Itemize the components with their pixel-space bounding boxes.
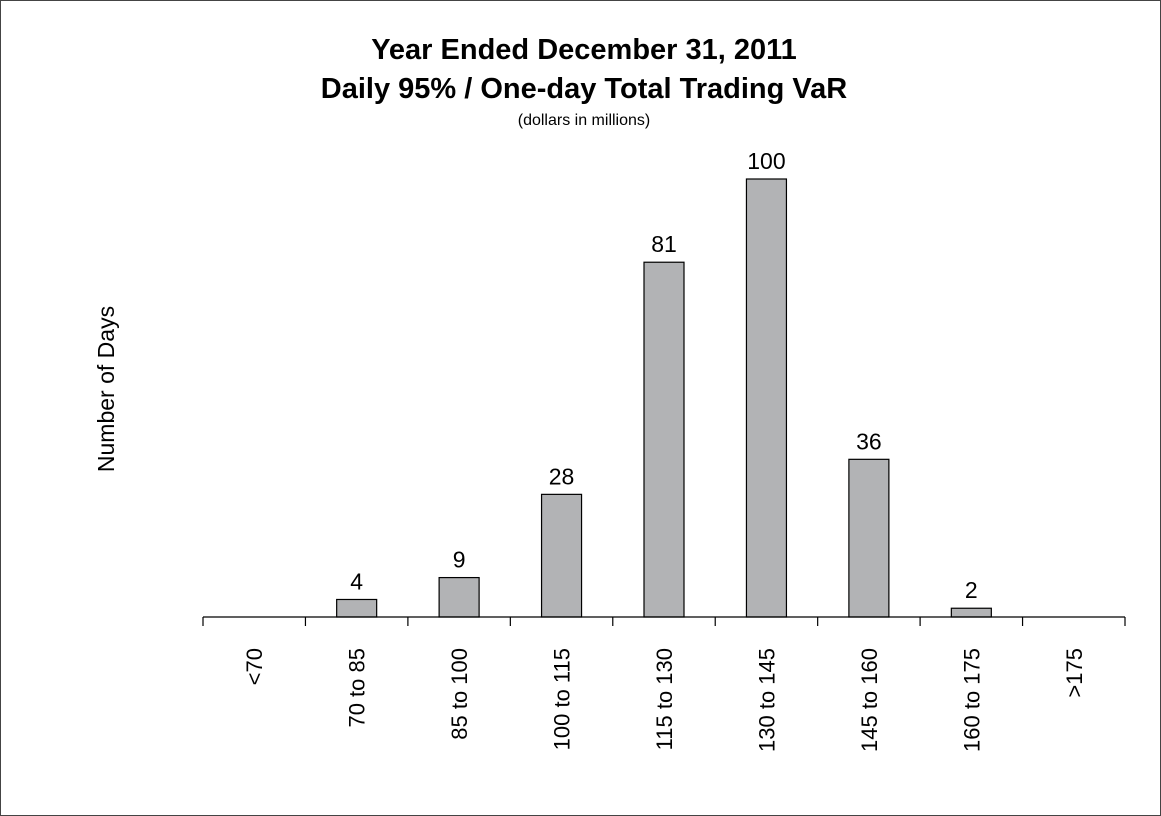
data-label: 4 bbox=[350, 568, 363, 594]
chart-title: Year Ended December 31, 2011 bbox=[371, 34, 797, 66]
data-label: 9 bbox=[453, 547, 466, 573]
data-label: 100 bbox=[747, 148, 785, 174]
bar bbox=[950, 607, 992, 618]
x-tick-label: >175 bbox=[1062, 648, 1087, 698]
x-axis bbox=[202, 616, 1126, 626]
data-label: 28 bbox=[549, 463, 575, 489]
y-axis-label: Number of Days bbox=[93, 306, 119, 472]
chart-subtitle: (dollars in millions) bbox=[518, 112, 650, 129]
x-tick-label: <70 bbox=[242, 648, 267, 685]
data-labels-group: 4 9 28 81 100 36 2 bbox=[350, 148, 977, 603]
chart-title-line2: Daily 95% / One-day Total Trading VaR bbox=[321, 73, 848, 105]
bar bbox=[438, 576, 480, 618]
x-tick-label: 145 to 160 bbox=[857, 648, 882, 752]
x-tick-label: 70 to 85 bbox=[345, 648, 370, 728]
bar bbox=[848, 458, 890, 618]
x-tick-labels-group: <70 70 to 85 85 to 100 100 to 115 115 to 130… bbox=[242, 648, 1087, 752]
bar bbox=[336, 598, 378, 618]
x-tick-label: 115 to 130 bbox=[652, 648, 677, 750]
bar bbox=[643, 261, 685, 618]
bar bbox=[745, 178, 788, 618]
bars-group bbox=[336, 178, 992, 618]
x-tick-label: 100 to 115 bbox=[550, 648, 575, 750]
data-label: 2 bbox=[965, 577, 978, 603]
bar bbox=[540, 493, 583, 618]
x-tick-label: 85 to 100 bbox=[447, 648, 472, 740]
data-label: 81 bbox=[651, 231, 677, 257]
x-tick-label: 160 to 175 bbox=[959, 648, 984, 752]
data-label: 36 bbox=[856, 428, 882, 454]
x-tick-label: 130 to 145 bbox=[754, 648, 779, 752]
